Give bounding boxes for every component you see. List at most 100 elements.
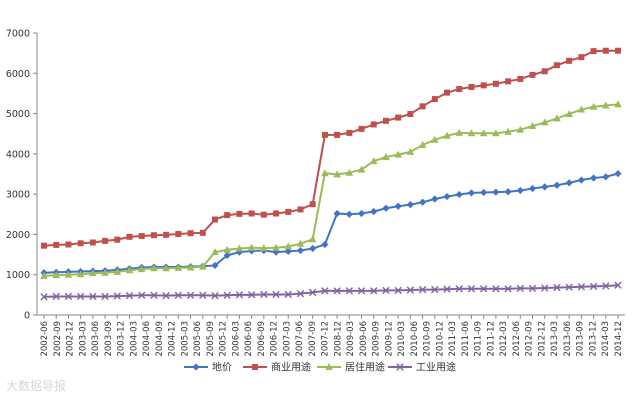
data-point bbox=[553, 181, 561, 189]
x-tick-label: 2004-12 bbox=[168, 321, 178, 357]
data-point bbox=[357, 287, 366, 295]
data-point bbox=[89, 239, 96, 246]
data-point bbox=[480, 82, 487, 89]
data-point bbox=[516, 125, 525, 133]
data-point bbox=[308, 235, 317, 243]
data-point bbox=[467, 129, 476, 137]
data-point bbox=[321, 169, 329, 177]
data-point bbox=[211, 261, 219, 270]
data-point bbox=[76, 270, 85, 278]
data-point bbox=[224, 212, 231, 219]
data-point bbox=[163, 231, 170, 238]
legend-item: 工业用途 bbox=[388, 361, 456, 374]
data-point bbox=[345, 168, 354, 176]
data-point bbox=[382, 204, 390, 212]
data-point bbox=[186, 291, 195, 299]
data-point bbox=[113, 292, 121, 300]
data-point bbox=[284, 247, 292, 255]
data-point bbox=[345, 287, 354, 295]
legend-label: 工业用途 bbox=[416, 361, 456, 374]
data-point bbox=[235, 291, 244, 299]
data-point bbox=[517, 75, 524, 82]
data-point bbox=[309, 244, 317, 253]
data-point bbox=[418, 198, 427, 206]
data-point bbox=[175, 231, 182, 238]
data-point bbox=[480, 188, 488, 197]
data-point bbox=[284, 242, 293, 250]
x-tick-label: 2010-06 bbox=[410, 321, 420, 357]
data-point bbox=[114, 236, 121, 243]
y-tick-label: 4000 bbox=[6, 149, 30, 160]
data-point bbox=[444, 89, 451, 96]
data-point bbox=[296, 239, 305, 247]
data-point bbox=[369, 157, 378, 165]
data-point bbox=[395, 114, 402, 121]
data-point bbox=[345, 210, 353, 218]
data-point bbox=[382, 117, 389, 124]
series-商业用途 bbox=[41, 47, 621, 249]
data-point bbox=[211, 291, 219, 300]
data-point bbox=[529, 71, 536, 78]
data-point bbox=[456, 85, 463, 92]
x-tick-label: 2005-06 bbox=[193, 321, 203, 357]
x-tick-label: 2002-06 bbox=[40, 321, 50, 357]
data-point bbox=[211, 216, 218, 223]
x-tick-label: 2011-03 bbox=[448, 321, 458, 357]
x-tick-label: 2008-12 bbox=[333, 321, 343, 357]
y-tick-label: 5000 bbox=[6, 109, 30, 120]
data-point bbox=[492, 188, 500, 196]
x-tick-label: 2006-09 bbox=[257, 321, 267, 357]
data-point bbox=[565, 179, 573, 187]
data-point bbox=[370, 121, 377, 128]
data-point bbox=[590, 48, 597, 55]
data-point bbox=[602, 173, 610, 181]
data-point bbox=[443, 192, 451, 201]
data-point bbox=[418, 285, 427, 294]
data-point bbox=[284, 290, 292, 299]
data-point bbox=[333, 209, 341, 218]
data-point bbox=[77, 240, 84, 247]
data-point bbox=[394, 286, 402, 295]
data-point bbox=[308, 288, 317, 297]
data-point bbox=[528, 284, 537, 293]
data-point bbox=[65, 241, 72, 248]
x-tick-label: 2006-06 bbox=[244, 321, 254, 357]
data-point bbox=[252, 364, 258, 370]
data-point bbox=[273, 210, 280, 217]
data-point bbox=[615, 47, 621, 54]
data-point bbox=[89, 269, 97, 277]
data-point bbox=[468, 83, 475, 90]
x-tick-label: 2013-12 bbox=[588, 321, 598, 357]
legend-label: 居住用途 bbox=[345, 361, 385, 374]
data-point bbox=[260, 290, 268, 299]
data-point bbox=[125, 291, 134, 300]
data-point bbox=[247, 291, 256, 299]
data-point bbox=[566, 57, 573, 64]
data-point bbox=[223, 291, 231, 299]
x-tick-label: 2013-06 bbox=[563, 321, 573, 357]
data-point bbox=[492, 129, 500, 137]
y-tick-label: 6000 bbox=[6, 69, 30, 80]
data-point bbox=[64, 292, 73, 301]
data-point bbox=[357, 165, 366, 173]
series-地价 bbox=[40, 169, 622, 277]
data-point bbox=[162, 264, 170, 272]
x-tick-label: 2004-03 bbox=[129, 321, 139, 357]
data-point bbox=[589, 282, 598, 291]
data-point bbox=[431, 195, 439, 203]
data-point bbox=[333, 287, 341, 295]
data-point bbox=[52, 292, 60, 301]
data-point bbox=[565, 109, 573, 117]
data-point bbox=[236, 210, 243, 217]
data-point bbox=[296, 246, 305, 255]
y-tick-label: 0 bbox=[24, 311, 30, 322]
x-tick-label: 2013-03 bbox=[550, 321, 560, 357]
data-point bbox=[565, 283, 573, 291]
data-point bbox=[296, 289, 305, 298]
x-tick-label: 2011-12 bbox=[486, 321, 496, 357]
data-point bbox=[247, 243, 256, 251]
data-point bbox=[406, 201, 414, 209]
x-tick-label: 2003-12 bbox=[117, 321, 127, 357]
x-tick-label: 2012-12 bbox=[537, 321, 547, 357]
data-point bbox=[394, 202, 402, 210]
